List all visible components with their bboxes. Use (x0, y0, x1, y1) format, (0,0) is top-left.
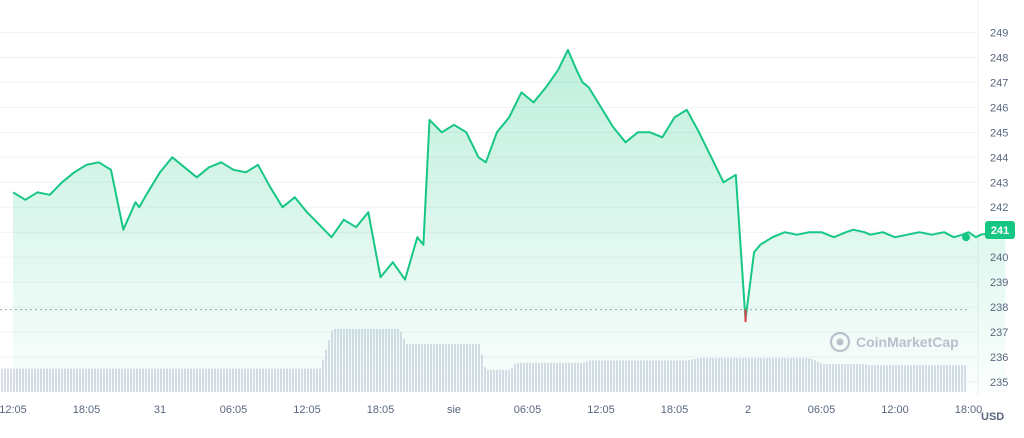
price-area (13, 49, 1006, 393)
y-tick-label: 245 (990, 127, 1008, 139)
y-tick-label: 243 (990, 177, 1008, 189)
x-tick-label: 18:00 (955, 404, 983, 416)
x-axis: 12:05 18:05 31 06:05 12:05 18:05 sie 06:05 12:05… (0, 404, 982, 416)
y-tick-label: 236 (990, 352, 1008, 364)
price-line (12, 48, 1006, 321)
y-tick-label: 244 (990, 152, 1008, 164)
watermark: CoinMarketCap (829, 331, 959, 353)
x-tick-label: 18:05 (73, 404, 101, 416)
current-price-badge: 241 (985, 221, 1015, 239)
x-tick-label: 18:05 (661, 404, 689, 416)
x-tick-label: 12:05 (587, 404, 615, 416)
x-tick-label: 06:05 (514, 404, 542, 416)
x-tick-label: 18:05 (367, 404, 395, 416)
y-tick-label: 240 (990, 252, 1008, 264)
x-tick-label: sie (447, 404, 461, 416)
watermark-text: CoinMarketCap (856, 334, 959, 350)
coinmarketcap-logo-inner-icon (836, 338, 844, 346)
x-tick-label: 06:05 (808, 404, 836, 416)
y-tick-label: 237 (990, 327, 1008, 339)
current-price-badge-bg (985, 221, 1015, 239)
x-tick-label: 06:05 (220, 404, 248, 416)
y-axis: 249 248 247 246 245 244 243 242 241 240 239 238 237 2… (990, 27, 1008, 389)
y-tick-label: 235 (990, 377, 1008, 389)
current-price-label: 241 (991, 225, 1009, 237)
x-tick-label: 12:00 (881, 404, 909, 416)
y-tick-label: 246 (990, 102, 1008, 114)
y-tick-label: 249 (990, 27, 1008, 39)
x-tick-label: 2 (745, 404, 751, 416)
volume-bar (7, 368, 9, 392)
x-tick-label: 12:05 (293, 404, 321, 416)
x-tick-label: 12:05 (0, 404, 27, 416)
currency-label: USD (981, 411, 1004, 423)
coinmarketcap-logo-icon (829, 331, 851, 353)
y-tick-label: 247 (990, 77, 1008, 89)
volume-bar (10, 368, 12, 392)
y-tick-label: 242 (990, 202, 1008, 214)
x-tick-label: 31 (154, 404, 166, 416)
y-tick-label: 248 (990, 52, 1008, 64)
volume-bar (4, 368, 6, 392)
volume-bar (1, 368, 3, 392)
y-tick-label: 238 (990, 302, 1008, 314)
y-tick-label: 239 (990, 277, 1008, 289)
current-price-dot (962, 233, 970, 242)
